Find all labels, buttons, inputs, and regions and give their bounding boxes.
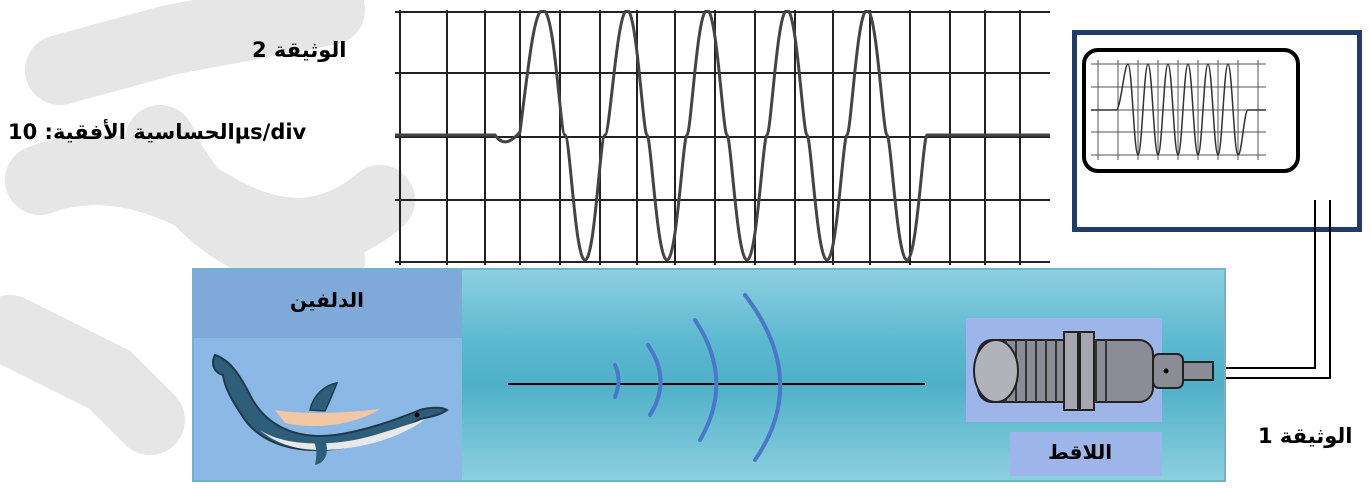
oscilloscope-screen (1082, 48, 1300, 173)
horizontal-sensitivity-label: الحساسية الأفقية: 10µs/div (8, 120, 307, 144)
dolphin-label: الدلفين (290, 288, 364, 312)
sensor-label: اللاقط (1048, 440, 1113, 464)
oscillogram (395, 10, 1050, 265)
microphone-sensor-icon (973, 331, 1214, 411)
dolphin-label-background (194, 270, 462, 338)
document-2-title: الوثيقة 2 (252, 38, 347, 62)
document-1-title: الوثيقة 1 (1258, 424, 1353, 448)
ultrasound-waves (508, 293, 925, 462)
sensor-cables (1220, 200, 1331, 379)
oscilloscope-screen-trace (1091, 60, 1266, 160)
dolphin-icon (212, 353, 449, 465)
sensor-label-background (1010, 432, 1162, 476)
